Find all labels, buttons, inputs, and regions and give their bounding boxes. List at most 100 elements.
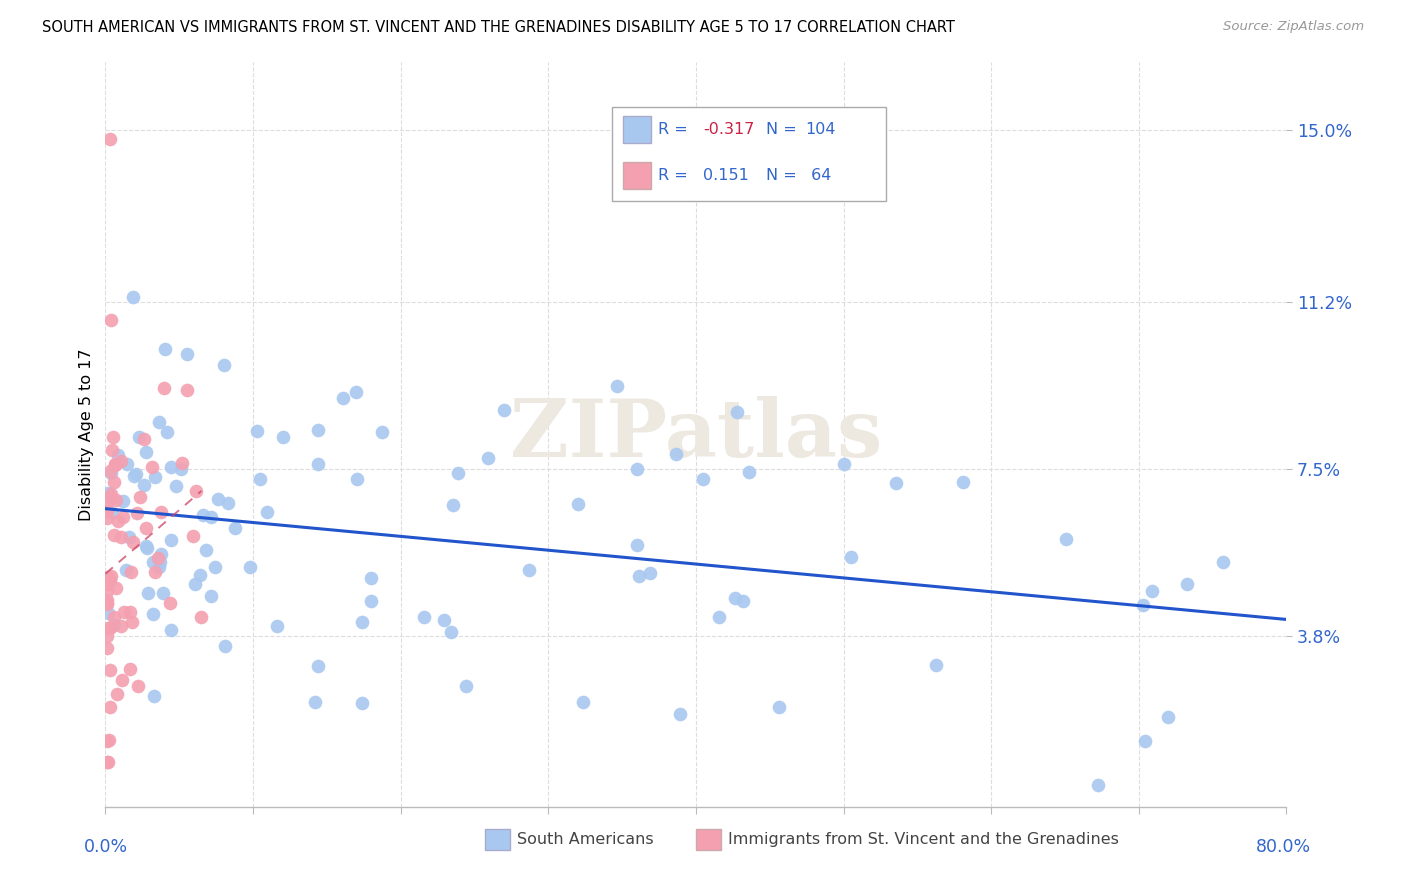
Point [96, 570, 118, 584]
Point [149, 555, 172, 569]
Point [271, 430, 294, 444]
Point [456, 679, 478, 693]
Point [100, 491, 122, 505]
Point [239, 560, 262, 574]
Point [112, 493, 135, 508]
Y-axis label: Disability Age 5 to 17: Disability Age 5 to 17 [79, 349, 94, 521]
Point [118, 662, 141, 676]
Point [129, 490, 152, 504]
Point [96, 504, 118, 518]
Point [104, 458, 127, 472]
Point [96, 755, 118, 769]
Point [1175, 577, 1198, 591]
Point [152, 586, 174, 600]
Point [143, 470, 166, 484]
Point [104, 493, 127, 508]
Point [626, 538, 648, 552]
Point [105, 687, 128, 701]
Point [156, 425, 179, 439]
Point [122, 290, 145, 304]
Point [1212, 555, 1234, 569]
Point [724, 591, 747, 605]
Point [103, 610, 125, 624]
Point [256, 505, 278, 519]
Point [350, 615, 373, 629]
Point [96, 584, 118, 599]
Point [1087, 778, 1109, 792]
Point [181, 529, 204, 543]
Point [97, 621, 120, 635]
Point [127, 679, 149, 693]
Point [104, 457, 127, 471]
Text: -0.317: -0.317 [703, 122, 755, 136]
Point [360, 571, 382, 585]
Point [121, 534, 143, 549]
Point [307, 457, 329, 471]
Point [160, 460, 183, 475]
Point [96, 597, 118, 611]
Text: 0.0%: 0.0% [83, 838, 128, 856]
Point [195, 543, 218, 558]
Point [440, 625, 463, 640]
Text: 64: 64 [806, 169, 831, 183]
Point [217, 496, 239, 510]
Point [100, 466, 122, 480]
Text: SOUTH AMERICAN VS IMMIGRANTS FROM ST. VINCENT AND THE GRENADINES DISABILITY AGE : SOUTH AMERICAN VS IMMIGRANTS FROM ST. VI… [42, 20, 955, 35]
Point [150, 547, 173, 561]
Point [98, 699, 121, 714]
Point [246, 424, 269, 438]
Point [266, 619, 288, 633]
Point [925, 657, 948, 672]
Point [135, 444, 157, 458]
Point [121, 615, 143, 630]
Point [97, 486, 120, 500]
Point [100, 569, 122, 583]
Point [160, 533, 183, 547]
Point [692, 473, 714, 487]
Point [103, 475, 125, 490]
Point [143, 565, 166, 579]
Point [665, 446, 688, 460]
Point [626, 461, 648, 475]
Point [155, 342, 177, 356]
Point [884, 476, 907, 491]
Point [107, 448, 129, 462]
Point [441, 498, 464, 512]
Point [517, 563, 540, 577]
Point [101, 430, 124, 444]
Point [492, 403, 515, 417]
Text: South Americans: South Americans [517, 832, 654, 847]
Point [1132, 598, 1154, 612]
Point [360, 593, 382, 607]
Text: ZIPatlas: ZIPatlas [510, 396, 882, 474]
Point [172, 456, 194, 470]
Point [627, 568, 650, 582]
Point [148, 415, 170, 429]
Point [200, 589, 222, 603]
Point [447, 466, 470, 480]
Point [96, 593, 118, 607]
Point [307, 423, 329, 437]
Point [97, 732, 120, 747]
Point [98, 463, 121, 477]
Point [110, 454, 132, 468]
Point [96, 577, 118, 591]
Point [142, 607, 165, 621]
Point [176, 347, 198, 361]
Point [107, 515, 129, 529]
Point [212, 358, 235, 372]
Text: 104: 104 [806, 122, 837, 136]
Point [346, 472, 368, 486]
Text: N =: N = [766, 169, 803, 183]
Point [669, 707, 692, 722]
Text: Immigrants from St. Vincent and the Grenadines: Immigrants from St. Vincent and the Gren… [728, 832, 1119, 847]
Point [98, 621, 121, 635]
Point [105, 581, 128, 595]
Point [190, 609, 212, 624]
Text: N =: N = [766, 122, 803, 136]
Point [413, 610, 436, 624]
Point [103, 527, 125, 541]
Point [249, 472, 271, 486]
Point [346, 384, 368, 399]
Point [143, 690, 166, 704]
